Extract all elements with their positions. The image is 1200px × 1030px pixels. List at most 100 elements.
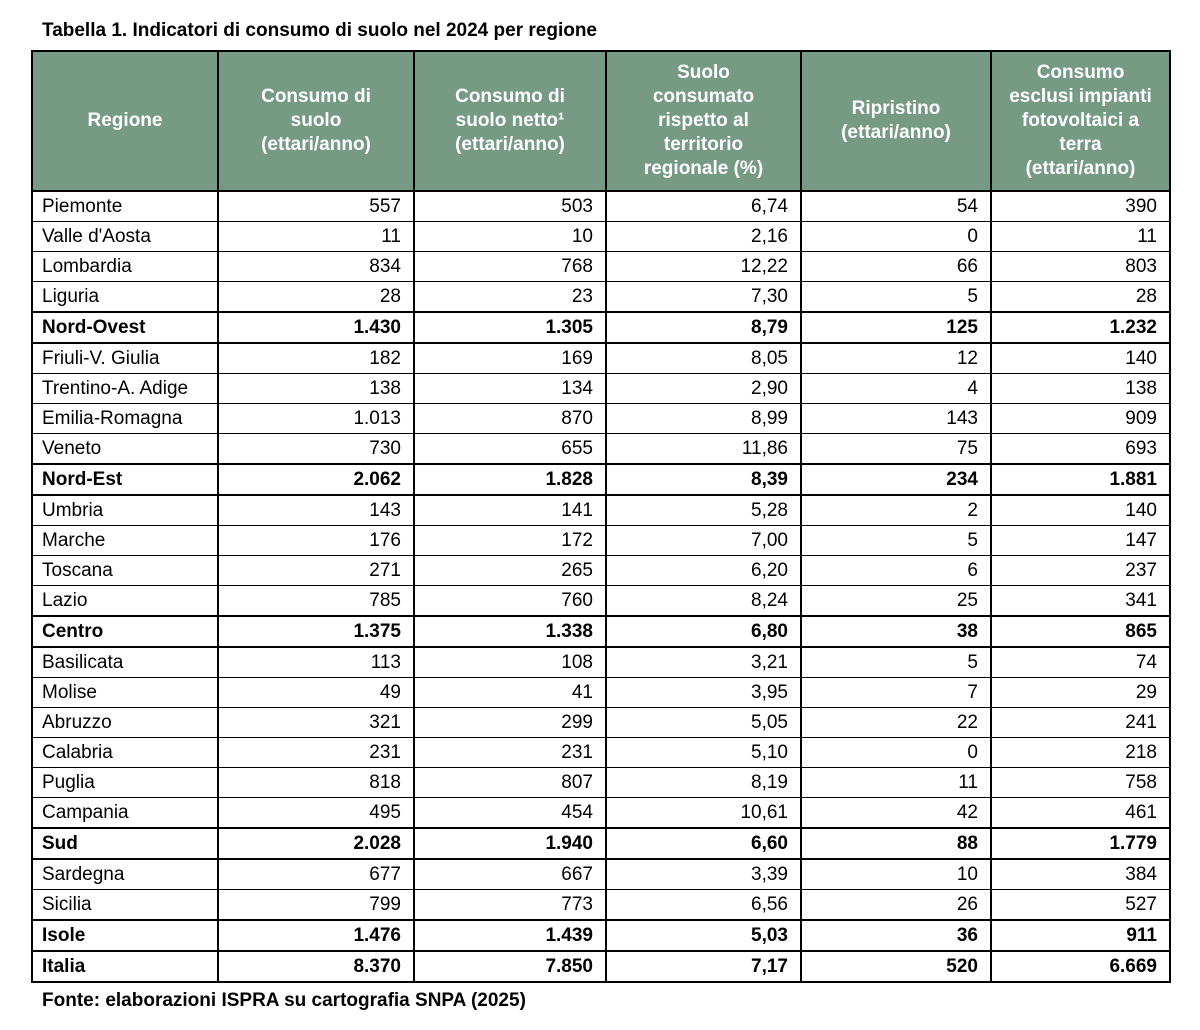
- value-cell: 141: [413, 494, 607, 526]
- table-row: Umbria 143 141 5,28 2 140: [31, 494, 1171, 526]
- region-cell: Molise: [31, 677, 219, 708]
- value-cell: 3,39: [605, 858, 802, 890]
- value-cell: 140: [990, 494, 1171, 526]
- value-cell: 1.430: [217, 311, 415, 344]
- value-cell: 237: [990, 555, 1171, 586]
- table-row: Sicilia 799 773 6,56 26 527: [31, 889, 1171, 921]
- value-cell: 138: [990, 373, 1171, 404]
- region-cell: Piemonte: [31, 190, 219, 222]
- value-cell: 799: [217, 889, 415, 921]
- region-cell: Friuli-V. Giulia: [31, 342, 219, 374]
- value-cell: 870: [413, 403, 607, 434]
- value-cell: 11: [990, 221, 1171, 252]
- table-row: Sardegna 677 667 3,39 10 384: [31, 858, 1171, 890]
- value-cell: 557: [217, 190, 415, 222]
- value-cell: 140: [990, 342, 1171, 374]
- value-cell: 182: [217, 342, 415, 374]
- region-cell: Liguria: [31, 281, 219, 313]
- value-cell: 0: [800, 221, 992, 252]
- value-cell: 1.779: [990, 827, 1171, 860]
- value-cell: 693: [990, 433, 1171, 465]
- column-header-ripristino: Ripristino (ettari/anno): [800, 50, 992, 192]
- value-cell: 169: [413, 342, 607, 374]
- value-cell: 520: [800, 950, 992, 983]
- value-cell: 5,28: [605, 494, 802, 526]
- value-cell: 22: [800, 707, 992, 738]
- value-cell: 384: [990, 858, 1171, 890]
- region-cell: Nord-Ovest: [31, 311, 219, 344]
- value-cell: 2,16: [605, 221, 802, 252]
- value-cell: 677: [217, 858, 415, 890]
- value-cell: 10: [800, 858, 992, 890]
- value-cell: 11: [800, 767, 992, 798]
- region-cell: Valle d'Aosta: [31, 221, 219, 252]
- value-cell: 10,61: [605, 797, 802, 829]
- table-row: Lombardia 834 768 12,22 66 803: [31, 251, 1171, 282]
- value-cell: 1.375: [217, 615, 415, 648]
- value-cell: 7,00: [605, 525, 802, 556]
- region-cell: Italia: [31, 950, 219, 983]
- region-cell: Lombardia: [31, 251, 219, 282]
- value-cell: 1.940: [413, 827, 607, 860]
- value-cell: 3,95: [605, 677, 802, 708]
- value-cell: 41: [413, 677, 607, 708]
- value-cell: 241: [990, 707, 1171, 738]
- value-cell: 865: [990, 615, 1171, 648]
- value-cell: 8,79: [605, 311, 802, 344]
- value-cell: 461: [990, 797, 1171, 829]
- value-cell: 38: [800, 615, 992, 648]
- table-row: Toscana 271 265 6,20 6 237: [31, 555, 1171, 586]
- value-cell: 108: [413, 646, 607, 678]
- value-cell: 527: [990, 889, 1171, 921]
- value-cell: 176: [217, 525, 415, 556]
- summary-row: Isole 1.476 1.439 5,03 36 911: [31, 919, 1171, 952]
- region-cell: Lazio: [31, 585, 219, 617]
- value-cell: 6,56: [605, 889, 802, 921]
- summary-row: Italia 8.370 7.850 7,17 520 6.669: [31, 950, 1171, 983]
- region-cell: Campania: [31, 797, 219, 829]
- summary-row: Nord-Ovest 1.430 1.305 8,79 125 1.232: [31, 311, 1171, 344]
- table-row: Campania 495 454 10,61 42 461: [31, 797, 1171, 829]
- table-row: Puglia 818 807 8,19 11 758: [31, 767, 1171, 798]
- table-row: Basilicata 113 108 3,21 5 74: [31, 646, 1171, 678]
- value-cell: 803: [990, 251, 1171, 282]
- value-cell: 23: [413, 281, 607, 313]
- value-cell: 11,86: [605, 433, 802, 465]
- value-cell: 8,39: [605, 463, 802, 496]
- value-cell: 10: [413, 221, 607, 252]
- table-body: Piemonte 557 503 6,74 54 390 Valle d'Aosta 11 10…: [31, 190, 1171, 983]
- value-cell: 911: [990, 919, 1171, 952]
- value-cell: 773: [413, 889, 607, 921]
- summary-row: Centro 1.375 1.338 6,80 38 865: [31, 615, 1171, 648]
- region-cell: Emilia-Romagna: [31, 403, 219, 434]
- value-cell: 454: [413, 797, 607, 829]
- column-header-consumo-suolo: Consumo di suolo (ettari/anno): [217, 50, 415, 192]
- table-title: Tabella 1. Indicatori di consumo di suol…: [42, 20, 597, 41]
- value-cell: 88: [800, 827, 992, 860]
- value-cell: 5,10: [605, 737, 802, 768]
- table-row: Trentino-A. Adige 138 134 2,90 4 138: [31, 373, 1171, 404]
- region-cell: Puglia: [31, 767, 219, 798]
- value-cell: 1.232: [990, 311, 1171, 344]
- value-cell: 6: [800, 555, 992, 586]
- value-cell: 26: [800, 889, 992, 921]
- value-cell: 834: [217, 251, 415, 282]
- value-cell: 909: [990, 403, 1171, 434]
- region-cell: Centro: [31, 615, 219, 648]
- value-cell: 495: [217, 797, 415, 829]
- value-cell: 758: [990, 767, 1171, 798]
- value-cell: 1.828: [413, 463, 607, 496]
- value-cell: 42: [800, 797, 992, 829]
- table-row: Calabria 231 231 5,10 0 218: [31, 737, 1171, 768]
- column-header-suolo-consumato: Suolo consumato rispetto al territorio r…: [605, 50, 802, 192]
- value-cell: 66: [800, 251, 992, 282]
- value-cell: 12: [800, 342, 992, 374]
- value-cell: 172: [413, 525, 607, 556]
- value-cell: 12,22: [605, 251, 802, 282]
- value-cell: 134: [413, 373, 607, 404]
- value-cell: 321: [217, 707, 415, 738]
- region-cell: Sud: [31, 827, 219, 860]
- value-cell: 299: [413, 707, 607, 738]
- value-cell: 7: [800, 677, 992, 708]
